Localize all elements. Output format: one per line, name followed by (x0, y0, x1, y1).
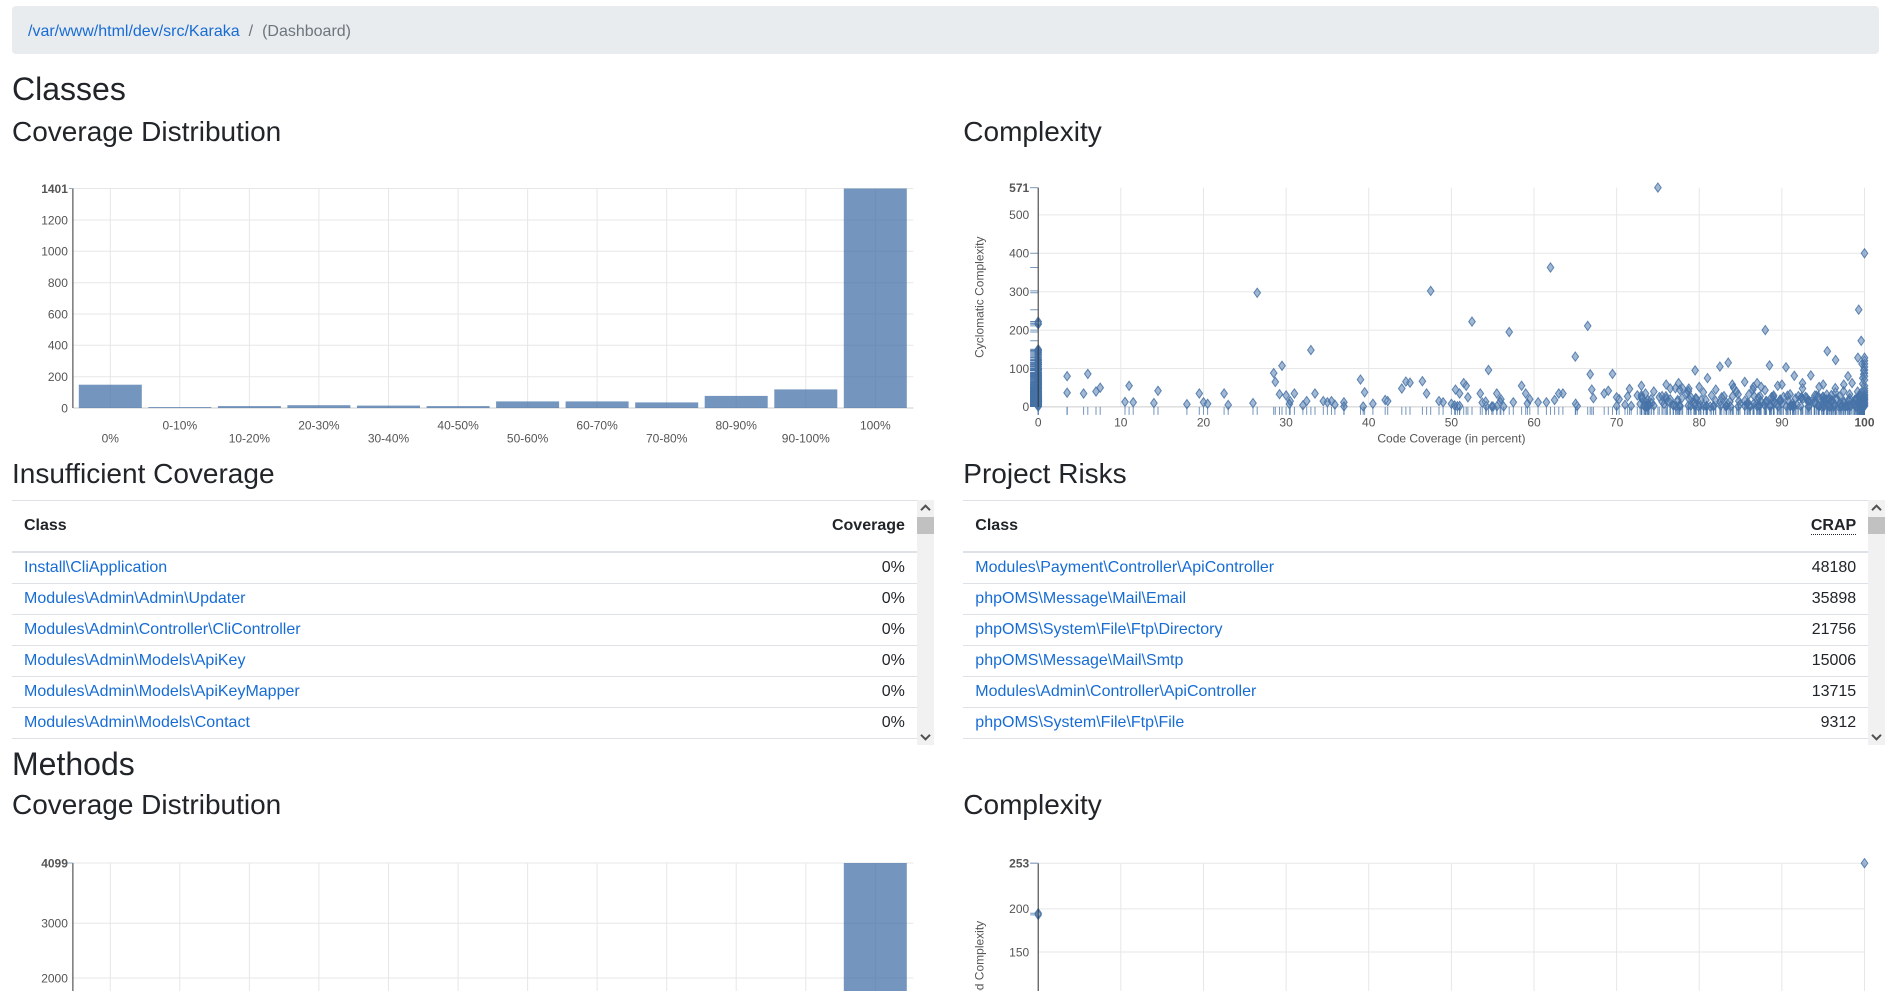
svg-text:200: 200 (48, 370, 68, 384)
svg-text:3000: 3000 (41, 917, 68, 931)
svg-text:70: 70 (1610, 416, 1624, 430)
svg-text:400: 400 (48, 338, 68, 352)
svg-text:100: 100 (1855, 416, 1875, 430)
svg-text:40: 40 (1362, 416, 1376, 430)
svg-text:2000: 2000 (41, 971, 68, 985)
svg-text:1000: 1000 (41, 244, 68, 258)
svg-text:0: 0 (1035, 416, 1042, 430)
svg-text:1401: 1401 (41, 181, 68, 195)
svg-text:0: 0 (61, 401, 68, 415)
svg-text:30-40%: 30-40% (368, 431, 410, 445)
svg-text:80-90%: 80-90% (716, 418, 758, 432)
svg-text:10-20%: 10-20% (229, 431, 271, 445)
svg-text:60-70%: 60-70% (576, 418, 618, 432)
svg-text:90: 90 (1776, 416, 1790, 430)
svg-text:500: 500 (1009, 209, 1029, 223)
svg-text:100%: 100% (860, 418, 891, 432)
svg-text:100: 100 (1009, 362, 1029, 376)
svg-text:200: 200 (1009, 324, 1029, 338)
svg-text:400: 400 (1009, 247, 1029, 261)
svg-text:20: 20 (1197, 416, 1211, 430)
svg-text:60: 60 (1528, 416, 1542, 430)
svg-text:0: 0 (1023, 401, 1030, 415)
svg-text:Method Complexity: Method Complexity (973, 921, 987, 991)
svg-text:50: 50 (1445, 416, 1459, 430)
svg-text:0%: 0% (102, 431, 120, 445)
svg-text:1200: 1200 (41, 213, 68, 227)
svg-text:Cyclomatic Complexity: Cyclomatic Complexity (973, 237, 987, 358)
svg-text:70-80%: 70-80% (646, 431, 688, 445)
svg-text:50-60%: 50-60% (507, 431, 549, 445)
svg-text:571: 571 (1009, 181, 1029, 195)
svg-text:30: 30 (1280, 416, 1294, 430)
svg-text:800: 800 (48, 276, 68, 290)
svg-text:200: 200 (1009, 902, 1029, 916)
svg-text:40-50%: 40-50% (437, 418, 479, 432)
svg-text:90-100%: 90-100% (782, 431, 830, 445)
svg-text:80: 80 (1693, 416, 1707, 430)
svg-text:0-10%: 0-10% (162, 418, 197, 432)
svg-text:20-30%: 20-30% (298, 418, 340, 432)
svg-text:4099: 4099 (41, 856, 68, 870)
svg-text:Code Coverage (in percent): Code Coverage (in percent) (1378, 432, 1526, 446)
svg-text:10: 10 (1114, 416, 1128, 430)
svg-text:253: 253 (1009, 857, 1029, 871)
svg-text:300: 300 (1009, 285, 1029, 299)
svg-text:600: 600 (48, 307, 68, 321)
svg-text:150: 150 (1009, 945, 1029, 959)
